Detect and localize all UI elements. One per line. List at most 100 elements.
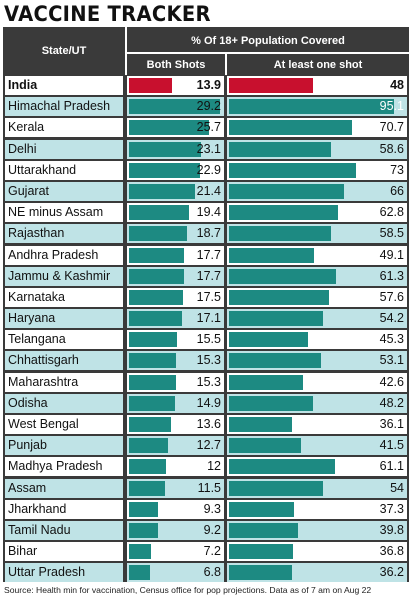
both-shots-cell: 17.7 <box>127 266 224 286</box>
one-shot-value: 66 <box>390 183 404 198</box>
both-shots-value: 22.9 <box>196 162 221 177</box>
state-name: Assam <box>5 478 123 498</box>
both-shots-value: 13.6 <box>196 417 221 431</box>
state-name: Maharashtra <box>5 372 123 392</box>
table-row: Delhi 23.1 58.6 <box>3 139 409 160</box>
state-name: Jharkhand <box>5 499 123 519</box>
both-shots-value: 9.3 <box>203 501 221 516</box>
one-shot-cell: 73 <box>227 160 407 180</box>
table-row: Uttarakhand 22.9 73 <box>3 160 409 181</box>
table-row: Himachal Pradesh 29.2 95.1 <box>3 96 409 117</box>
state-name: India <box>5 76 123 95</box>
both-shots-value: 21.4 <box>196 183 221 198</box>
one-shot-value: 41.5 <box>379 438 404 453</box>
one-shot-cell: 36.8 <box>227 542 407 562</box>
both-shots-bar <box>129 395 175 411</box>
one-shot-cell: 54.2 <box>227 309 407 329</box>
both-shots-cell: 15.5 <box>127 330 224 350</box>
one-shot-bar <box>229 247 314 263</box>
table-row: Uttar Pradesh 6.8 36.2 <box>3 562 409 583</box>
both-shots-bar <box>129 544 151 560</box>
state-name: Delhi <box>5 139 123 159</box>
one-shot-bar <box>229 332 308 348</box>
one-shot-bar <box>229 311 323 327</box>
both-shots-cell: 11.5 <box>127 478 224 498</box>
both-shots-bar <box>129 120 209 136</box>
both-shots-value: 11.5 <box>197 480 221 495</box>
both-shots-cell: 19.4 <box>127 203 224 223</box>
state-name: Uttarakhand <box>5 160 123 180</box>
both-shots-bar <box>129 417 171 432</box>
one-shot-cell: 36.1 <box>227 415 407 434</box>
one-shot-cell: 57.6 <box>227 287 407 307</box>
one-shot-value: 53.1 <box>379 353 404 368</box>
state-name: NE minus Assam <box>5 203 123 223</box>
one-shot-value: 58.6 <box>379 141 404 156</box>
one-shot-bar <box>229 289 329 305</box>
table-row: Chhattisgarh 15.3 53.1 <box>3 350 409 371</box>
both-shots-bar <box>129 268 184 284</box>
both-shots-value: 12 <box>207 459 221 474</box>
both-shots-bar <box>129 311 182 327</box>
both-shots-cell: 15.3 <box>127 351 224 371</box>
both-shots-bar <box>129 205 189 221</box>
one-shot-cell: 48.2 <box>227 393 407 413</box>
both-shots-value: 17.7 <box>196 268 221 283</box>
one-shot-cell: 61.1 <box>227 457 407 477</box>
one-shot-bar <box>229 565 292 581</box>
one-shot-cell: 36.2 <box>227 563 407 583</box>
one-shot-bar <box>229 226 331 242</box>
one-shot-bar <box>229 268 336 284</box>
both-shots-bar <box>129 247 184 263</box>
table-row: Haryana 17.1 54.2 <box>3 308 409 329</box>
both-shots-cell: 13.9 <box>127 76 224 95</box>
both-shots-bar <box>129 480 165 496</box>
both-shots-cell: 7.2 <box>127 542 224 562</box>
both-shots-bar <box>129 162 200 178</box>
one-shot-cell: 39.8 <box>227 520 407 540</box>
both-shots-value: 23.1 <box>196 141 221 156</box>
table-row: Bihar 7.2 36.8 <box>3 541 409 562</box>
both-shots-bar <box>129 183 195 199</box>
header-both-shots: Both Shots <box>146 58 206 71</box>
state-name: Kerala <box>5 118 123 138</box>
both-shots-cell: 22.9 <box>127 160 224 180</box>
both-shots-bar <box>129 522 158 538</box>
both-shots-value: 6.8 <box>203 565 221 580</box>
state-name: Chhattisgarh <box>5 351 123 371</box>
table-row: Punjab 12.7 41.5 <box>3 435 409 456</box>
one-shot-bar <box>229 205 338 221</box>
state-name: Telangana <box>5 330 123 350</box>
state-name: Karnataka <box>5 287 123 307</box>
state-name: Bihar <box>5 542 123 562</box>
both-shots-cell: 25.7 <box>127 118 224 138</box>
one-shot-cell: 41.5 <box>227 436 407 456</box>
both-shots-bar <box>129 438 168 454</box>
both-shots-cell: 29.2 <box>127 97 224 117</box>
one-shot-value: 61.3 <box>379 268 404 283</box>
source-note: Source: Health min for vaccination, Cens… <box>4 585 372 595</box>
one-shot-bar <box>229 544 293 560</box>
both-shots-value: 13.9 <box>196 78 221 92</box>
state-name: Himachal Pradesh <box>5 97 123 117</box>
both-shots-value: 18.7 <box>196 226 221 241</box>
table-row-total: India 13.9 48 <box>3 75 409 96</box>
both-shots-bar <box>129 226 187 242</box>
table-row: Kerala 25.7 70.7 <box>3 117 409 138</box>
one-shot-value: 73 <box>390 162 404 177</box>
table-row: Assam 11.5 54 <box>3 478 409 499</box>
one-shot-bar <box>229 120 352 136</box>
table-row: Karnataka 17.5 57.6 <box>3 287 409 308</box>
one-shot-bar <box>229 141 331 157</box>
one-shot-cell: 53.1 <box>227 351 407 371</box>
one-shot-bar <box>229 438 301 454</box>
one-shot-value: 45.3 <box>379 332 404 347</box>
both-shots-bar <box>129 332 177 348</box>
table-row: Gujarat 21.4 66 <box>3 181 409 202</box>
both-shots-bar <box>129 78 172 93</box>
one-shot-value: 61.1 <box>379 459 404 474</box>
table-row: Madhya Pradesh 12 61.1 <box>3 456 409 477</box>
state-name: Jammu & Kashmir <box>5 266 123 286</box>
one-shot-value: 57.6 <box>379 289 404 304</box>
header-coverage-group: % Of 18+ Population Covered <box>191 35 345 47</box>
